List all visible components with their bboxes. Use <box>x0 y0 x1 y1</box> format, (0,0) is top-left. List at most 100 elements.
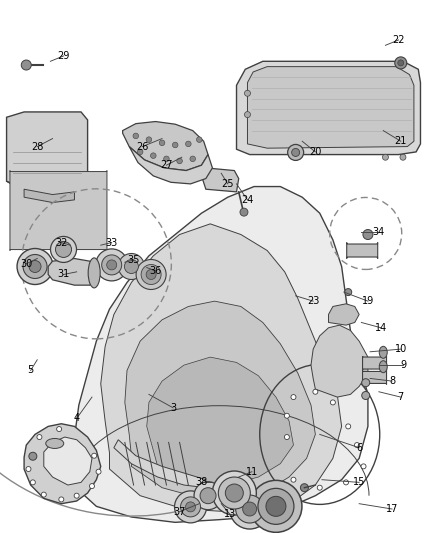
Polygon shape <box>24 424 101 504</box>
Text: 4: 4 <box>74 414 80 423</box>
Circle shape <box>291 394 296 400</box>
Text: 35: 35 <box>127 255 140 265</box>
Polygon shape <box>129 147 212 184</box>
Circle shape <box>284 413 290 418</box>
Polygon shape <box>44 437 92 485</box>
Circle shape <box>258 488 294 524</box>
Circle shape <box>141 264 161 285</box>
Circle shape <box>346 424 351 429</box>
Circle shape <box>102 255 122 275</box>
Text: 29: 29 <box>57 51 70 61</box>
Text: 11: 11 <box>246 467 258 477</box>
Circle shape <box>180 497 201 517</box>
Text: 30: 30 <box>20 259 32 269</box>
Circle shape <box>21 60 31 70</box>
Circle shape <box>56 241 71 257</box>
Polygon shape <box>201 168 239 192</box>
Ellipse shape <box>88 258 100 288</box>
Circle shape <box>17 248 53 285</box>
Circle shape <box>250 480 302 532</box>
Polygon shape <box>247 67 414 148</box>
Text: 15: 15 <box>353 478 365 487</box>
Circle shape <box>29 261 41 272</box>
Circle shape <box>190 156 195 161</box>
Polygon shape <box>74 187 368 522</box>
Circle shape <box>218 477 251 509</box>
Circle shape <box>244 90 251 96</box>
Circle shape <box>138 149 143 155</box>
Text: 6: 6 <box>356 443 362 453</box>
Circle shape <box>300 483 308 492</box>
Circle shape <box>194 482 222 510</box>
Circle shape <box>362 378 370 387</box>
Text: 22: 22 <box>392 35 405 45</box>
Circle shape <box>133 133 138 139</box>
Circle shape <box>243 502 257 516</box>
Circle shape <box>236 495 264 523</box>
Polygon shape <box>114 440 206 488</box>
Circle shape <box>107 260 117 270</box>
Circle shape <box>266 496 286 516</box>
Text: 23: 23 <box>307 296 319 306</box>
Text: 8: 8 <box>389 376 395 386</box>
Circle shape <box>291 477 296 482</box>
Text: 14: 14 <box>375 323 387 333</box>
Text: 31: 31 <box>57 270 70 279</box>
Circle shape <box>50 237 77 262</box>
Text: 13: 13 <box>224 510 236 519</box>
Text: 32: 32 <box>55 238 67 247</box>
FancyBboxPatch shape <box>347 243 378 259</box>
Circle shape <box>292 148 300 157</box>
Text: 38: 38 <box>195 478 208 487</box>
Circle shape <box>41 492 46 497</box>
Polygon shape <box>24 189 74 203</box>
Circle shape <box>146 137 152 142</box>
Circle shape <box>57 426 62 432</box>
Circle shape <box>136 260 166 289</box>
Circle shape <box>362 391 370 400</box>
Polygon shape <box>123 122 208 171</box>
Circle shape <box>96 469 101 474</box>
Circle shape <box>174 491 207 523</box>
Polygon shape <box>48 259 94 285</box>
Circle shape <box>74 493 79 498</box>
Circle shape <box>151 153 156 158</box>
Circle shape <box>398 60 404 66</box>
Circle shape <box>30 480 35 485</box>
Circle shape <box>146 270 156 279</box>
Circle shape <box>363 230 373 239</box>
Text: 25: 25 <box>222 179 234 189</box>
Text: 9: 9 <box>400 360 406 370</box>
Text: 36: 36 <box>149 266 162 276</box>
Circle shape <box>26 466 31 472</box>
Text: 24: 24 <box>241 195 254 205</box>
Text: 26: 26 <box>136 142 148 151</box>
Circle shape <box>354 442 360 448</box>
Text: 33: 33 <box>106 238 118 247</box>
Circle shape <box>89 483 95 489</box>
Circle shape <box>186 502 195 512</box>
Polygon shape <box>311 325 368 397</box>
Circle shape <box>92 453 97 458</box>
Ellipse shape <box>46 439 64 448</box>
Circle shape <box>177 158 182 164</box>
Polygon shape <box>7 112 88 192</box>
Circle shape <box>186 141 191 147</box>
Circle shape <box>395 57 407 69</box>
Circle shape <box>29 452 37 461</box>
Polygon shape <box>7 181 88 192</box>
Circle shape <box>230 489 270 529</box>
Text: 20: 20 <box>309 147 321 157</box>
Circle shape <box>23 254 47 279</box>
Circle shape <box>95 249 128 281</box>
Circle shape <box>317 485 322 490</box>
Circle shape <box>244 111 251 118</box>
Ellipse shape <box>379 361 387 373</box>
Polygon shape <box>328 304 359 325</box>
Circle shape <box>240 208 248 216</box>
Circle shape <box>345 288 352 296</box>
Text: 37: 37 <box>173 507 186 516</box>
Text: 34: 34 <box>373 227 385 237</box>
Circle shape <box>59 497 64 502</box>
Circle shape <box>330 400 336 405</box>
